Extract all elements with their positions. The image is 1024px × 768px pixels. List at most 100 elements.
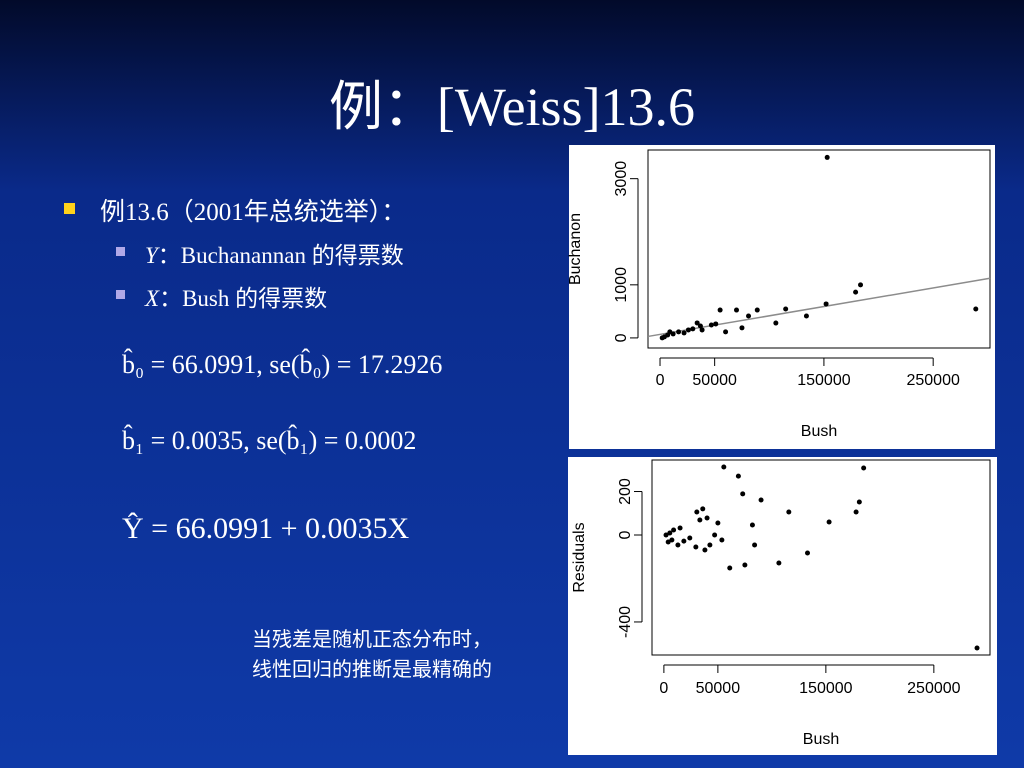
point xyxy=(754,307,760,313)
point xyxy=(773,320,779,326)
y-tick-label: 0 xyxy=(617,530,634,539)
point xyxy=(734,307,740,313)
sub-marker xyxy=(116,247,125,256)
formula: Ŷ = 66.0991 + 0.0035X xyxy=(122,512,410,545)
x-tick-label: 0 xyxy=(659,680,668,697)
x-axis-label: Bush xyxy=(803,731,839,748)
point xyxy=(669,537,675,543)
point xyxy=(856,499,862,505)
point xyxy=(752,542,758,548)
point xyxy=(697,517,703,523)
point xyxy=(681,330,687,336)
chart-bg xyxy=(569,145,995,449)
point xyxy=(823,301,829,307)
point xyxy=(697,323,703,329)
point xyxy=(699,327,705,333)
plot-frame xyxy=(651,459,991,656)
point xyxy=(858,282,864,288)
point xyxy=(721,464,727,470)
point xyxy=(690,326,696,332)
y-tick-label: 3000 xyxy=(613,161,630,197)
point xyxy=(708,322,714,328)
point xyxy=(704,515,710,521)
point xyxy=(739,325,745,331)
point xyxy=(719,537,725,543)
point xyxy=(717,307,723,313)
sub-bullet: X：Bush 的得票数 xyxy=(145,279,327,313)
text: ：Buchanannan 的得票数 xyxy=(157,243,404,268)
point xyxy=(667,530,673,536)
point xyxy=(723,329,729,335)
point xyxy=(667,329,673,335)
point xyxy=(702,547,708,553)
point xyxy=(786,509,792,515)
x-tick-label: 0 xyxy=(656,372,665,389)
point xyxy=(707,542,713,548)
x-axis-label: Bush xyxy=(801,423,837,440)
point xyxy=(677,525,683,531)
point xyxy=(681,538,687,544)
point xyxy=(805,550,811,556)
plot-frame xyxy=(647,149,991,349)
point xyxy=(853,509,859,515)
point xyxy=(675,542,681,548)
point xyxy=(715,520,721,526)
y-tick-label: 0 xyxy=(613,333,630,342)
sub-bullet: Y：Buchanannan 的得票数 xyxy=(145,236,404,270)
point xyxy=(776,560,782,566)
x-tick-label: 150000 xyxy=(797,372,850,389)
note: 线性回归的推断是最精确的 xyxy=(252,657,492,681)
point xyxy=(694,509,700,515)
point xyxy=(826,519,832,525)
text: ：Bush 的得票数 xyxy=(159,286,328,311)
point xyxy=(783,306,789,312)
point xyxy=(861,465,867,471)
point xyxy=(742,562,748,568)
y-axis-label: Residuals xyxy=(571,522,588,592)
bullet: 例13.6（2001年总统选举）： xyxy=(100,199,407,226)
point xyxy=(727,565,733,571)
formula: b̂₀ = 66.0991, se(b̂₀) = 17.2926 xyxy=(122,350,443,379)
point xyxy=(853,289,859,295)
note: 当残差是随机正态分布时， xyxy=(252,627,492,651)
point xyxy=(974,645,980,651)
point xyxy=(746,313,752,319)
x-tick-label: 250000 xyxy=(906,372,959,389)
formula: b̂₁ = 0.0035, se(b̂₁) = 0.0002 xyxy=(122,426,417,455)
point xyxy=(973,306,979,312)
point xyxy=(749,522,755,528)
var: Y xyxy=(145,243,158,268)
sub-marker xyxy=(116,290,125,299)
point xyxy=(663,532,669,538)
fit-line xyxy=(647,277,991,338)
title: 例：[Weiss]13.6 xyxy=(328,77,696,137)
point xyxy=(687,535,693,541)
y-tick-label: 1000 xyxy=(613,267,630,303)
x-tick-label: 50000 xyxy=(692,372,737,389)
point xyxy=(665,539,671,545)
point xyxy=(803,313,809,319)
point xyxy=(676,329,682,335)
point xyxy=(693,544,699,550)
point xyxy=(694,320,700,326)
x-tick-label: 250000 xyxy=(907,680,960,697)
point xyxy=(758,497,764,503)
var: X xyxy=(145,286,160,311)
x-tick-label: 150000 xyxy=(799,680,852,697)
point xyxy=(740,491,746,497)
y-axis-label: Buchanon xyxy=(567,213,584,285)
y-tick-label: -400 xyxy=(617,606,634,638)
x-tick-label: 50000 xyxy=(696,680,741,697)
point xyxy=(713,321,719,327)
y-tick-label: 200 xyxy=(617,478,634,505)
point xyxy=(700,506,706,512)
bullet-marker xyxy=(64,203,75,214)
point xyxy=(735,473,741,479)
point xyxy=(671,527,677,533)
point xyxy=(659,335,665,341)
point xyxy=(712,532,718,538)
point xyxy=(824,154,830,160)
chart-bg xyxy=(568,457,997,755)
